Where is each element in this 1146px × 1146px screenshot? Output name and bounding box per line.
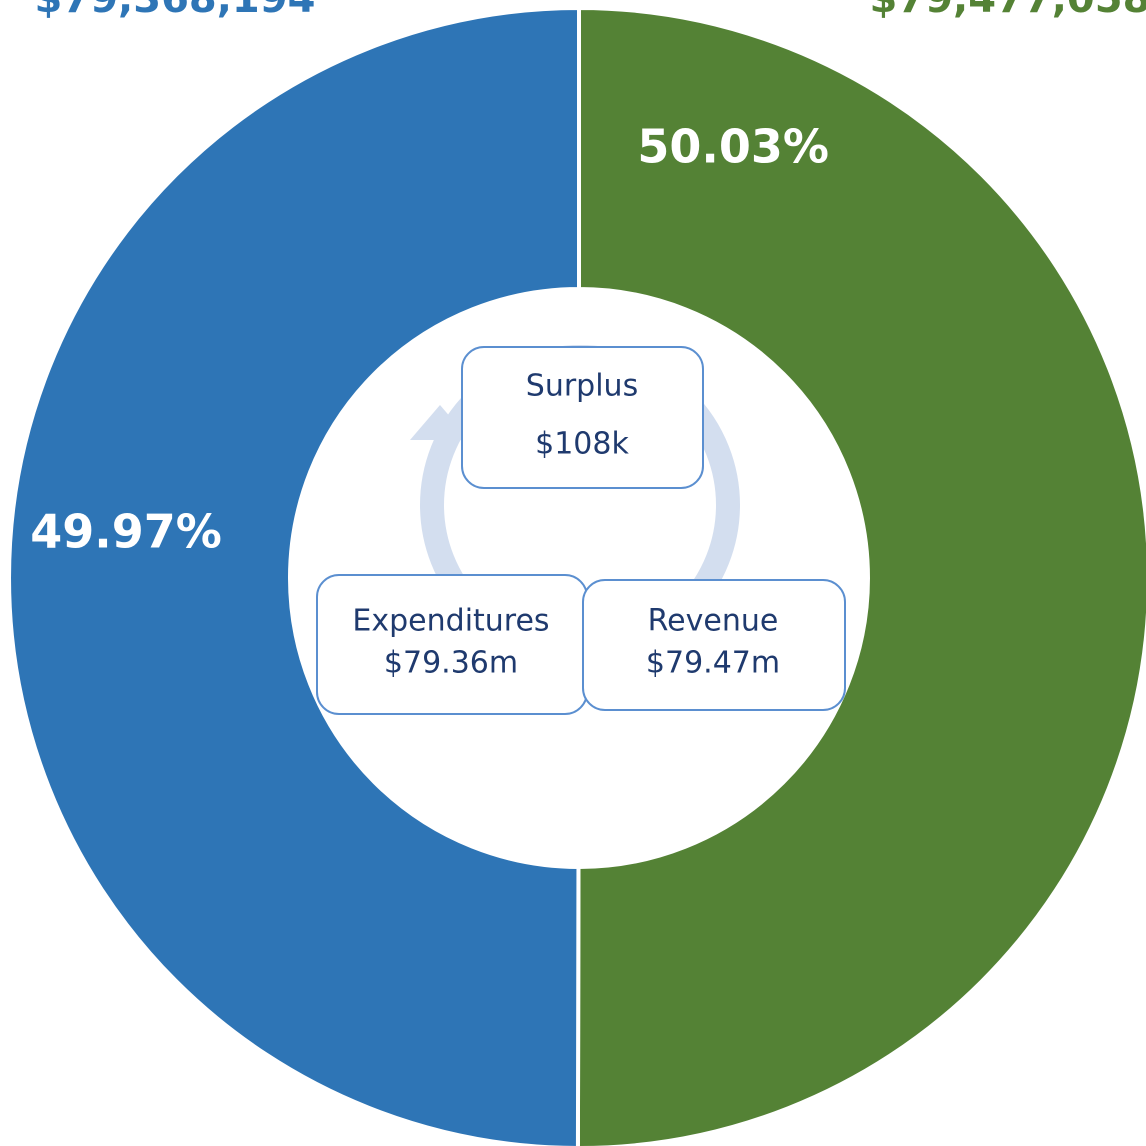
revenue-value: $79.47m [646, 646, 780, 681]
arrow-head [410, 405, 470, 440]
expenditures-value: $79.36m [384, 646, 518, 681]
slice-label: 49.97% [30, 504, 222, 558]
expenditures-box [316, 574, 588, 715]
amount-label: $79,477,058 [870, 0, 1146, 22]
donut: 50.03% $79,477,058 49.97% $79,368,194 [6, 0, 1146, 1146]
surplus-value: $108k [535, 427, 629, 462]
amount-label: $79,368,194 [35, 0, 316, 22]
center-diagram: Surplus $108k Expenditures $79.36m Reven… [316, 345, 846, 715]
surplus-label: Surplus [526, 369, 638, 404]
expenditures-label: Expenditures [352, 604, 549, 639]
revenue-label: Revenue [648, 604, 779, 639]
slice-label: 50.03% [637, 119, 829, 173]
revenue-box [582, 579, 846, 711]
donut-slice [6, 5, 581, 1146]
surplus-box [461, 346, 704, 489]
donut-slice [575, 5, 1146, 1146]
